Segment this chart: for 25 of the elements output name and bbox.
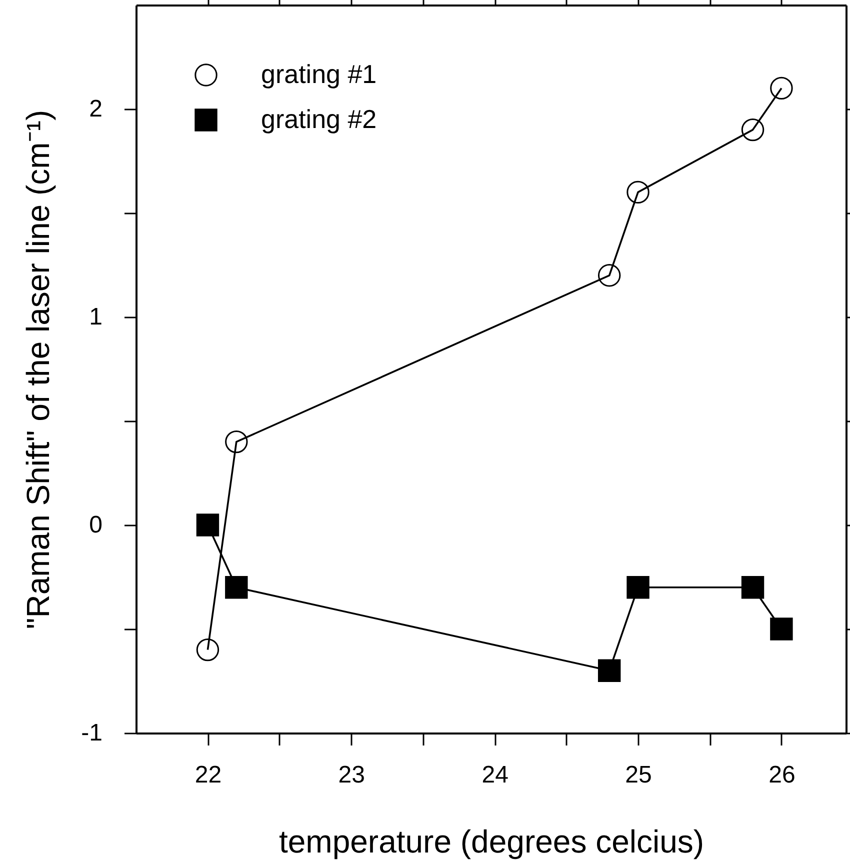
x-tick-label: 26 — [768, 762, 796, 788]
x-tick-label: 24 — [482, 762, 508, 788]
point — [598, 264, 621, 287]
point — [770, 618, 793, 640]
x-axis-title: temperature (degrees celcius) — [278, 824, 704, 860]
point — [770, 76, 793, 100]
legend-label: grating #1 — [261, 59, 377, 89]
y-tick-label: -1 — [81, 720, 102, 746]
y-axis-title: "Raman Shift" of the laser line (cm⁻¹) — [20, 110, 56, 630]
x-tick-label: 23 — [338, 762, 366, 788]
point — [741, 118, 764, 142]
x-tick-label: 22 — [194, 762, 222, 788]
x-tick-label: 25 — [625, 762, 652, 788]
point — [225, 576, 248, 599]
point — [626, 576, 650, 599]
point — [196, 514, 220, 536]
point — [225, 430, 248, 454]
point — [598, 659, 621, 682]
y-tick-label: 0 — [89, 512, 102, 538]
point — [741, 576, 764, 599]
y-tick-label: 1 — [89, 304, 102, 330]
y-tick-label: 2 — [89, 96, 102, 122]
legend-label: grating #2 — [261, 104, 377, 134]
point — [196, 638, 220, 662]
point — [626, 180, 650, 204]
